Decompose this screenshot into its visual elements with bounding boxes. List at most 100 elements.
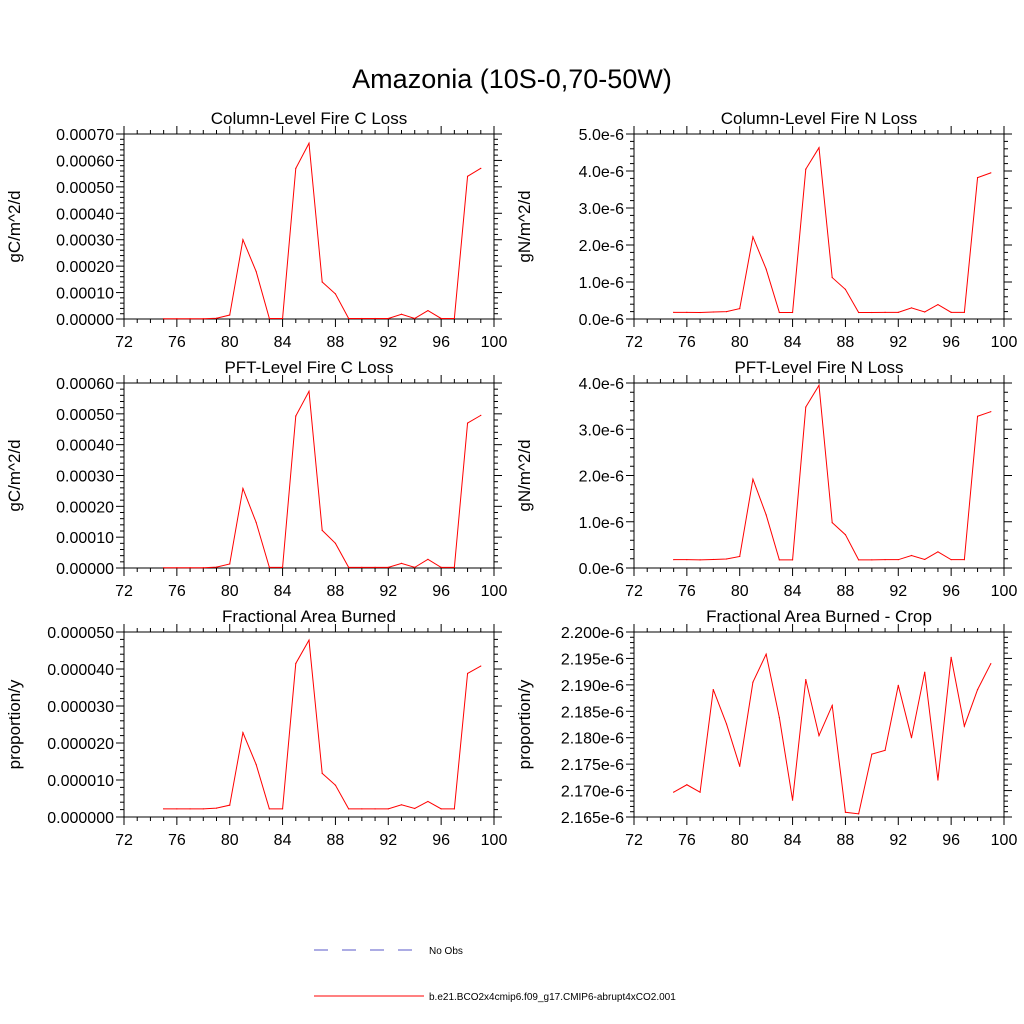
data-point bbox=[334, 784, 337, 786]
x-tick-label: 80 bbox=[731, 334, 749, 351]
data-point bbox=[321, 281, 323, 283]
x-tick-label: 96 bbox=[432, 334, 450, 351]
data-point bbox=[910, 307, 913, 309]
y-tick-label: 0.00030 bbox=[56, 233, 114, 250]
x-tick-label: 84 bbox=[274, 334, 292, 351]
plot-frame bbox=[633, 382, 1005, 569]
y-tick-label: 0.00060 bbox=[56, 376, 114, 393]
data-point bbox=[229, 804, 231, 806]
data-point bbox=[215, 566, 218, 568]
x-tick-label: 80 bbox=[731, 583, 749, 600]
data-point bbox=[990, 172, 992, 174]
data-point bbox=[831, 276, 833, 279]
series-line bbox=[163, 638, 482, 810]
x-tick-label: 84 bbox=[784, 334, 802, 351]
x-tick-label: 76 bbox=[678, 583, 696, 600]
data-point bbox=[976, 689, 979, 691]
data-point bbox=[937, 779, 939, 781]
data-point bbox=[990, 411, 992, 413]
data-point bbox=[765, 268, 767, 270]
data-point bbox=[858, 813, 860, 815]
data-point bbox=[163, 808, 165, 810]
y-tick-label: 2.0e-6 bbox=[579, 469, 624, 486]
data-point bbox=[699, 791, 701, 793]
data-point bbox=[712, 558, 714, 561]
data-point bbox=[791, 311, 794, 314]
plot-frame bbox=[633, 631, 1005, 818]
data-point bbox=[752, 681, 754, 683]
panel-1: Column-Level Fire C Loss 72 76 80 84 88 92 96 10… bbox=[5, 109, 507, 351]
data-point bbox=[189, 808, 191, 810]
panel-title: PFT-Level Fire C Loss bbox=[224, 358, 393, 377]
data-point bbox=[348, 808, 350, 810]
y-tick-label: 0.00050 bbox=[56, 407, 114, 424]
data-point bbox=[844, 811, 847, 813]
data-point bbox=[242, 732, 244, 734]
data-point bbox=[440, 317, 442, 320]
data-point bbox=[361, 566, 363, 568]
data-point bbox=[268, 317, 270, 320]
plot-frame bbox=[123, 133, 495, 320]
data-point bbox=[453, 317, 455, 320]
data-point bbox=[976, 415, 979, 417]
y-tick-label: 0.000050 bbox=[47, 625, 114, 642]
data-point bbox=[163, 567, 165, 569]
y-tick-label: 0.000040 bbox=[47, 662, 114, 679]
y-tick-label: 1.0e-6 bbox=[579, 275, 624, 292]
data-point bbox=[480, 414, 482, 416]
x-tick-label: 84 bbox=[784, 583, 802, 600]
y-tick-label: 4.0e-6 bbox=[579, 376, 624, 393]
y-tick-label: 0.00040 bbox=[56, 438, 114, 455]
y-tick-label: 0.0e-6 bbox=[579, 312, 624, 329]
x-tick-label: 72 bbox=[115, 832, 133, 849]
y-tick-label: 3.0e-6 bbox=[579, 422, 624, 439]
x-tick-label: 96 bbox=[942, 832, 960, 849]
data-point bbox=[176, 808, 178, 810]
x-tick-label: 100 bbox=[991, 334, 1018, 351]
y-tick-label: 2.200e-6 bbox=[561, 625, 624, 642]
data-point bbox=[255, 521, 257, 523]
x-tick-label: 80 bbox=[731, 832, 749, 849]
y-tick-label: 0.00020 bbox=[56, 499, 114, 516]
x-tick-label: 88 bbox=[327, 334, 345, 351]
y-axis-title: proportion/y bbox=[515, 679, 534, 769]
data-point bbox=[414, 566, 416, 568]
y-tick-label: 0.000030 bbox=[47, 699, 114, 716]
data-point bbox=[950, 656, 952, 658]
data-point bbox=[739, 555, 741, 558]
x-tick-label: 76 bbox=[678, 832, 696, 849]
data-point bbox=[752, 478, 754, 480]
data-point bbox=[739, 308, 741, 310]
data-point bbox=[215, 317, 218, 319]
x-tick-label: 92 bbox=[379, 334, 397, 351]
series-line bbox=[163, 141, 482, 320]
data-point bbox=[414, 807, 416, 810]
y-tick-label: 0.0e-6 bbox=[579, 561, 624, 578]
data-point bbox=[361, 317, 363, 320]
y-tick-label: 5.0e-6 bbox=[579, 127, 624, 144]
data-point bbox=[374, 566, 376, 568]
data-point bbox=[295, 662, 297, 665]
y-axis-title: gN/m^2/d bbox=[515, 439, 534, 511]
x-tick-label: 84 bbox=[274, 832, 292, 849]
data-point bbox=[242, 239, 244, 241]
data-point bbox=[215, 807, 218, 809]
y-axis-title: gC/m^2/d bbox=[5, 190, 24, 262]
data-point bbox=[686, 784, 688, 786]
y-tick-label: 2.170e-6 bbox=[561, 784, 624, 801]
data-point bbox=[163, 318, 165, 320]
data-point bbox=[466, 175, 469, 177]
series-line bbox=[673, 146, 991, 314]
data-point bbox=[374, 808, 376, 810]
data-point bbox=[778, 559, 780, 561]
plot-frame bbox=[633, 133, 1005, 320]
data-point bbox=[295, 167, 297, 169]
panel-title: Column-Level Fire N Loss bbox=[721, 109, 918, 128]
data-point bbox=[805, 406, 807, 408]
x-tick-label: 84 bbox=[784, 832, 802, 849]
x-tick-label: 92 bbox=[889, 832, 907, 849]
x-tick-label: 76 bbox=[168, 334, 186, 351]
y-tick-label: 2.165e-6 bbox=[561, 810, 624, 827]
data-point bbox=[202, 567, 204, 569]
y-tick-label: 0.00050 bbox=[56, 180, 114, 197]
